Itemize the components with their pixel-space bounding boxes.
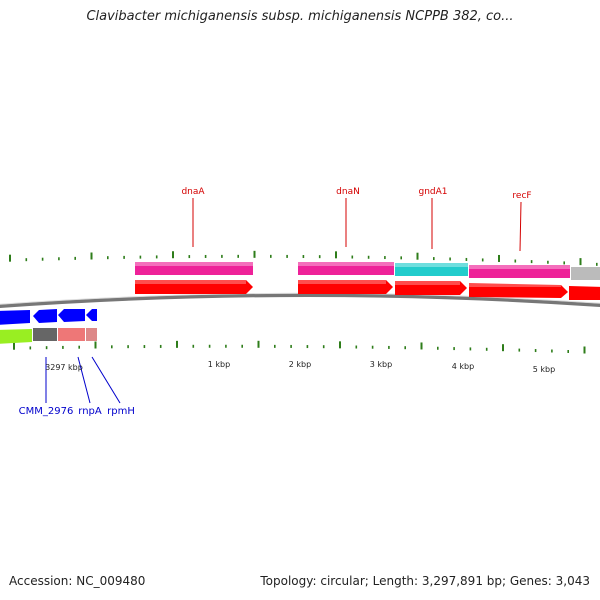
cds-arrow-rev-3 [58,309,85,322]
scale-label-4kbp: 4 kbp [452,362,474,371]
rna-block-green [0,329,32,344]
rna-block-salmon [58,328,85,341]
cds-arrow-dnaN [298,280,393,294]
rna-track [0,328,97,344]
cds-arrow-rev-4 [86,309,97,321]
top-gene-labels: dnaA dnaN gndA1 recF [181,187,532,252]
gene-label-dnaN: dnaN [336,187,360,197]
forward-cds-track [135,280,600,300]
gene-label-rpmH: rpmH [107,406,135,417]
genome-summary-label: Topology: circular; Length: 3,297,891 bp… [260,574,590,588]
cog-block-gndA1 [395,263,468,276]
genome-backbone [0,293,600,309]
cds-arrow-recF [469,283,568,298]
gene-label-gndA1: gndA1 [418,187,447,197]
accession-label: Accession: NC_009480 [9,574,146,588]
reverse-cds-track [0,309,97,325]
scale-label-5kbp: 5 kbp [533,365,555,374]
cog-block-dnaA [135,262,253,275]
gene-label-CMM_2976: CMM_2976 [19,406,74,417]
scale-label-2kbp: 2 kbp [289,360,311,369]
gene-label-recF: recF [512,191,531,201]
scale-labels: 3297 kbp 1 kbp 2 kbp 3 kbp 4 kbp 5 kbp [45,360,555,374]
cds-arrow-dnaA [135,280,253,294]
scale-label-3kbp: 3 kbp [370,360,392,369]
cds-arrow-next [569,286,600,300]
tick-marks-bottom [13,340,600,355]
cds-arrow-rev-2 [33,309,57,323]
rna-block-salmon-end [86,328,97,341]
cds-arrow-gndA1 [395,281,467,295]
gene-label-dnaA: dnaA [181,187,205,197]
gene-label-rnpA: rnpA [78,406,102,417]
scale-label-3297kbp: 3297 kbp [45,363,83,372]
map-title: Clavibacter michiganensis subsp. michiga… [86,9,514,24]
cog-track [135,262,600,280]
tick-marks-top [9,250,598,266]
scale-label-1kbp: 1 kbp [208,360,230,369]
bottom-gene-labels: CMM_2976 rnpA rpmH [19,356,135,417]
cog-block-dnaN [298,262,394,275]
cds-arrow-rev-1 [0,310,30,325]
rna-block-grey [33,328,57,341]
cog-block-recF [469,265,570,278]
cog-block-grey [571,267,600,280]
